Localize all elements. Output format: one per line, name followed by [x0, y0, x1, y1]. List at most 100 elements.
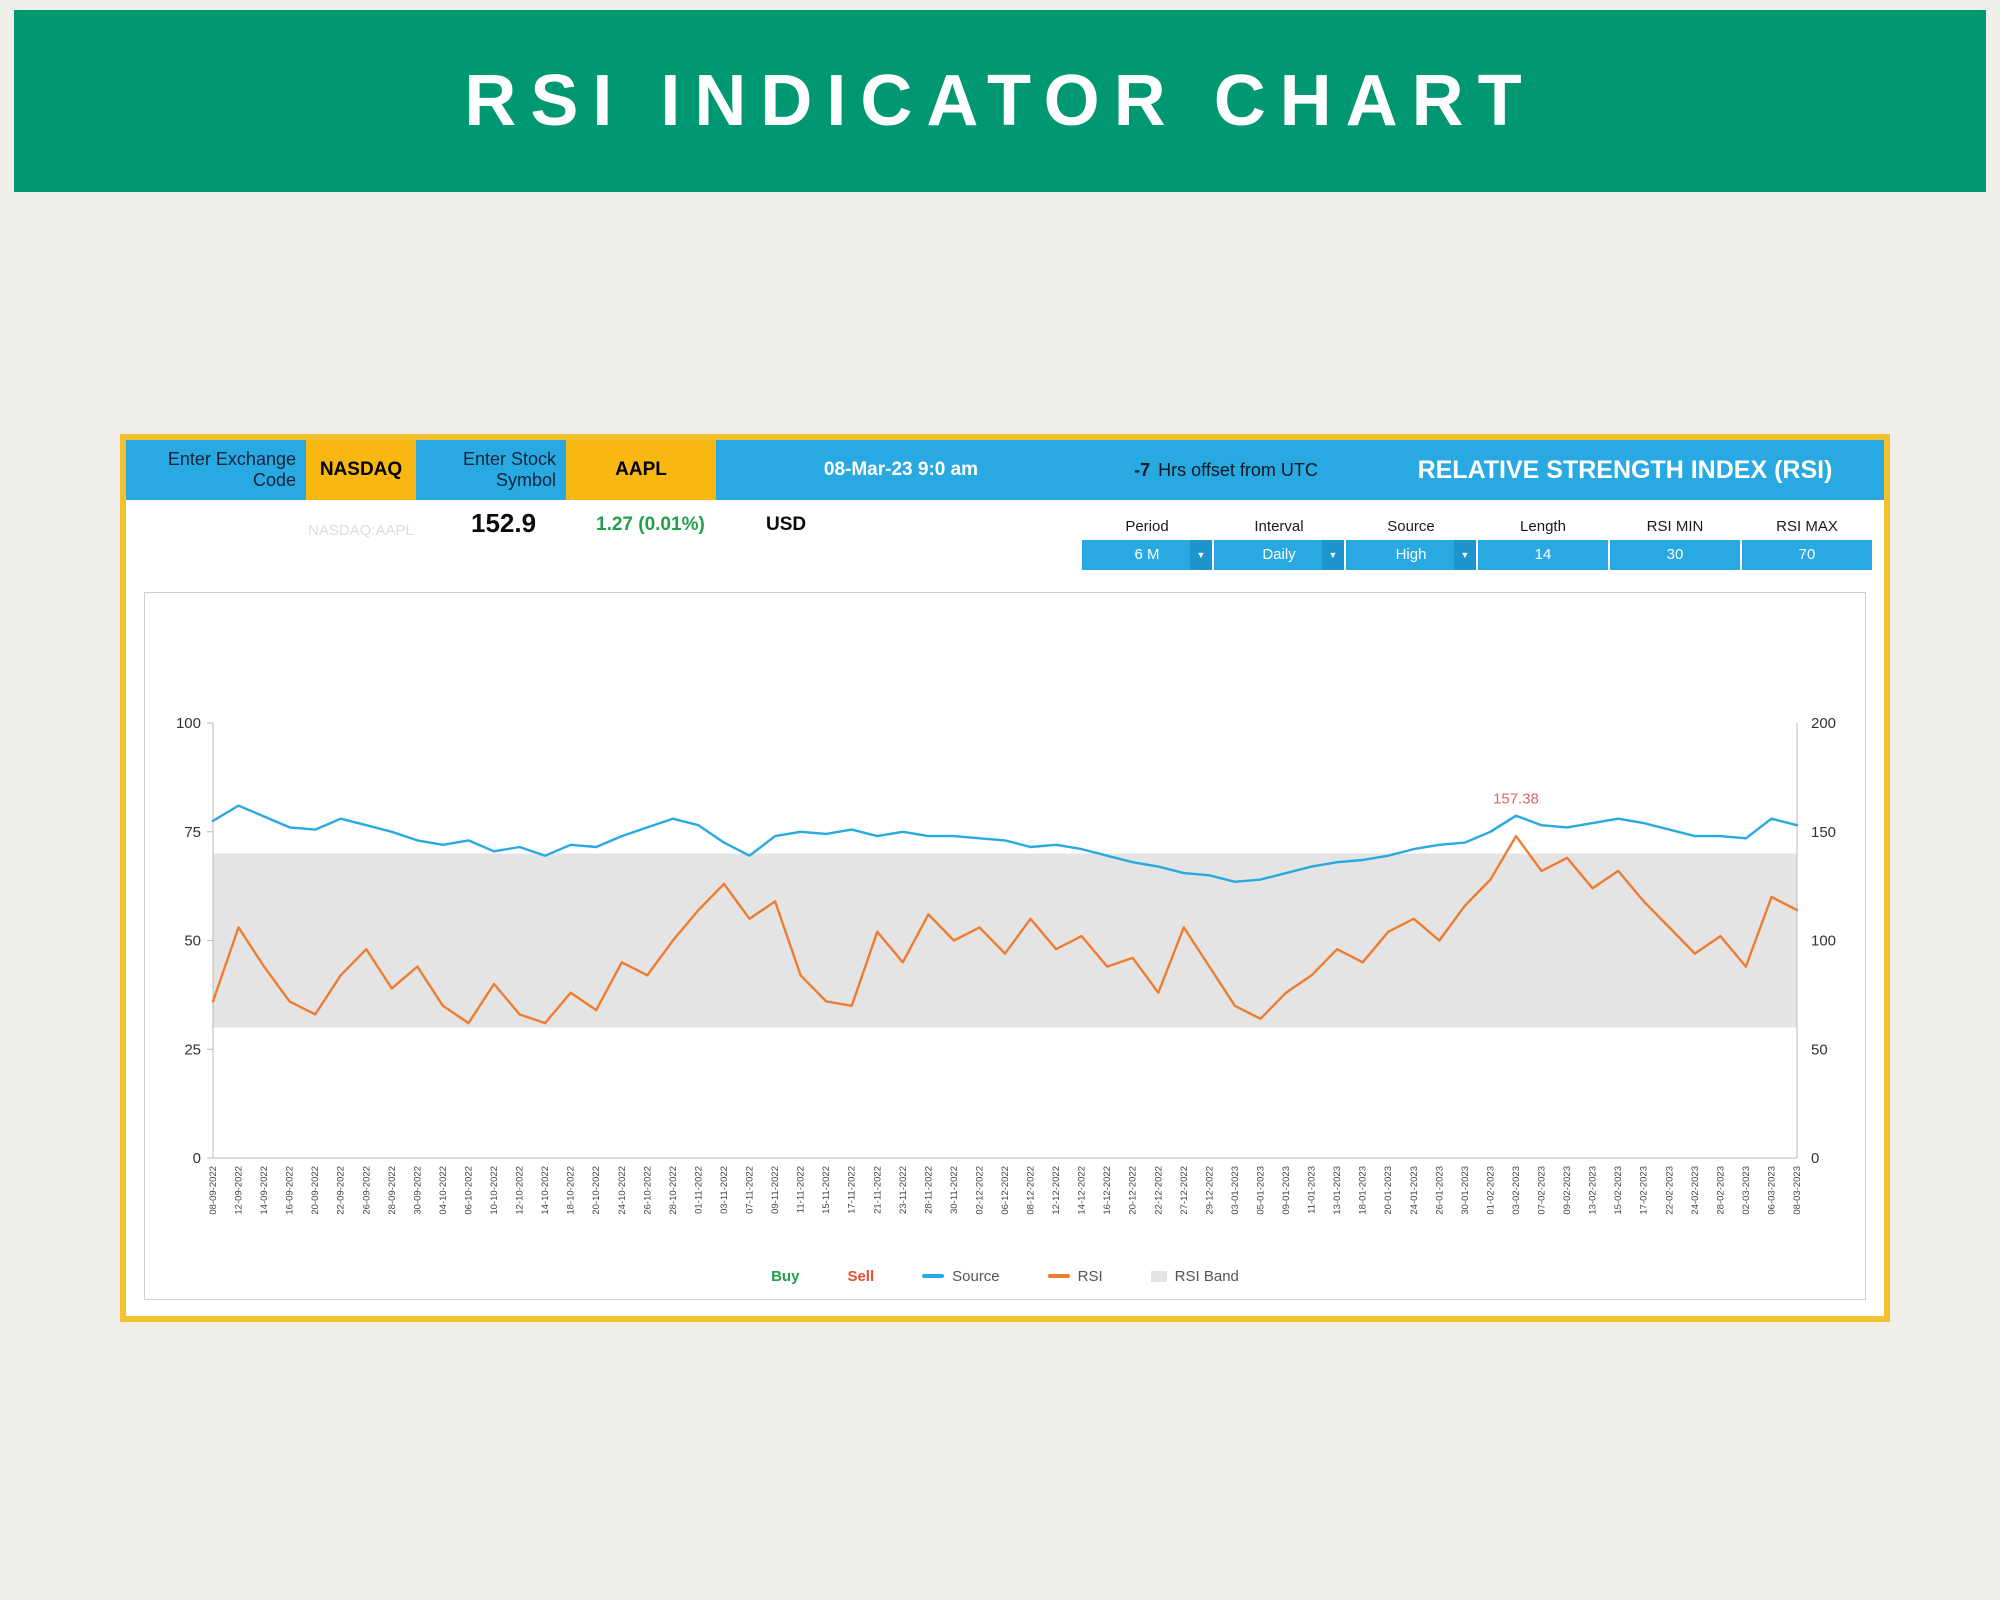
chart-controls: Period 6 M ▼ Interval Daily ▼ Source High ▼…	[1080, 514, 1872, 570]
source-line-swatch	[922, 1274, 945, 1278]
svg-text:14-09-2022: 14-09-2022	[259, 1166, 270, 1215]
svg-text:01-02-2023: 01-02-2023	[1485, 1166, 1496, 1215]
stock-symbol-label: Enter Stock Symbol	[416, 440, 566, 500]
svg-text:0: 0	[193, 1150, 201, 1167]
svg-text:150: 150	[1811, 824, 1836, 841]
legend-source: Source	[922, 1268, 1000, 1285]
svg-text:22-09-2022: 22-09-2022	[336, 1166, 347, 1215]
svg-text:30-11-2022: 30-11-2022	[949, 1166, 960, 1214]
legend-source-label: Source	[952, 1267, 1000, 1285]
svg-text:23-11-2022: 23-11-2022	[898, 1166, 909, 1214]
source-select[interactable]: High ▼	[1346, 540, 1476, 570]
svg-text:30-09-2022: 30-09-2022	[412, 1166, 423, 1215]
svg-text:16-09-2022: 16-09-2022	[285, 1166, 296, 1215]
svg-text:14-12-2022: 14-12-2022	[1077, 1166, 1088, 1215]
svg-text:06-10-2022: 06-10-2022	[463, 1166, 474, 1215]
svg-text:15-11-2022: 15-11-2022	[821, 1166, 832, 1214]
svg-text:20-09-2022: 20-09-2022	[310, 1166, 321, 1215]
rsi-min-label: RSI MIN	[1646, 518, 1704, 535]
svg-text:29-12-2022: 29-12-2022	[1204, 1166, 1215, 1215]
quote-and-controls-row: NASDAQ:AAPL 152.9 1.27 (0.01%) USD Perio…	[126, 500, 1884, 592]
svg-text:50: 50	[1811, 1041, 1828, 1058]
svg-text:100: 100	[176, 715, 201, 732]
period-select[interactable]: 6 M ▼	[1082, 540, 1212, 570]
svg-text:11-11-2022: 11-11-2022	[796, 1166, 807, 1213]
interval-label: Interval	[1254, 518, 1304, 535]
svg-text:100: 100	[1811, 933, 1836, 950]
svg-text:13-01-2023: 13-01-2023	[1332, 1166, 1343, 1215]
exchange-code-input[interactable]: NASDAQ	[306, 440, 416, 500]
svg-text:11-01-2023: 11-01-2023	[1307, 1166, 1318, 1214]
legend-rsi-band-label: RSI Band	[1174, 1267, 1239, 1285]
length-label: Length	[1520, 518, 1566, 535]
svg-text:13-02-2023: 13-02-2023	[1588, 1166, 1599, 1215]
rsi-template-panel: Enter Exchange Code NASDAQ Enter Stock S…	[120, 434, 1890, 1322]
svg-text:200: 200	[1811, 715, 1836, 732]
source-label: Source	[1387, 518, 1435, 535]
page-title: RSI INDICATOR CHART	[464, 61, 1536, 141]
indicator-title: RELATIVE STRENGTH INDEX (RSI)	[1366, 440, 1884, 500]
svg-text:50: 50	[184, 933, 201, 950]
svg-text:17-11-2022: 17-11-2022	[847, 1166, 858, 1214]
svg-text:15-02-2023: 15-02-2023	[1613, 1166, 1624, 1215]
legend-sell: Sell	[847, 1267, 875, 1285]
svg-text:05-01-2023: 05-01-2023	[1255, 1166, 1266, 1215]
svg-text:08-03-2023: 08-03-2023	[1792, 1166, 1803, 1215]
svg-text:02-03-2023: 02-03-2023	[1741, 1166, 1752, 1215]
legend-rsi: RSI	[1047, 1268, 1103, 1285]
svg-text:20-10-2022: 20-10-2022	[591, 1166, 602, 1215]
rsi-min-control: RSI MIN 30	[1610, 514, 1740, 570]
svg-text:0: 0	[1811, 1150, 1819, 1167]
svg-text:75: 75	[184, 824, 201, 841]
rsi-band-swatch	[1150, 1270, 1167, 1282]
rsi-chart-svg: 0 25 50 75 100 0 50 100 150 200 08-09-2022 12-09-20…	[176, 715, 1836, 1215]
svg-text:24-01-2023: 24-01-2023	[1409, 1166, 1420, 1215]
interval-select[interactable]: Daily ▼	[1214, 540, 1344, 570]
period-control: Period 6 M ▼	[1082, 514, 1212, 570]
utc-offset-value[interactable]: -7	[1134, 459, 1151, 480]
svg-text:28-02-2023: 28-02-2023	[1715, 1166, 1726, 1215]
svg-text:03-01-2023: 03-01-2023	[1230, 1166, 1241, 1215]
svg-text:03-11-2022: 03-11-2022	[719, 1166, 730, 1214]
rsi-max-input[interactable]: 70	[1742, 540, 1872, 570]
rsi-line-swatch	[1047, 1274, 1070, 1278]
datetime-display: 08-Mar-23 9:0 am	[716, 440, 1086, 500]
chevron-down-icon[interactable]: ▼	[1454, 540, 1476, 570]
svg-text:03-02-2023: 03-02-2023	[1511, 1166, 1522, 1215]
svg-text:28-09-2022: 28-09-2022	[387, 1166, 398, 1215]
svg-text:21-11-2022: 21-11-2022	[872, 1166, 883, 1214]
chart-area: 0 25 50 75 100 0 50 100 150 200 08-09-2022 12-09-20…	[144, 592, 1866, 1300]
svg-text:22-12-2022: 22-12-2022	[1153, 1166, 1164, 1215]
period-label: Period	[1125, 518, 1169, 535]
chevron-down-icon[interactable]: ▼	[1190, 540, 1212, 570]
svg-text:25: 25	[184, 1041, 201, 1058]
chevron-down-icon[interactable]: ▼	[1322, 540, 1344, 570]
utc-offset-label: Hrs offset from UTC	[1158, 459, 1318, 480]
legend-rsi-band: RSI Band	[1150, 1267, 1239, 1285]
svg-text:01-11-2022: 01-11-2022	[693, 1166, 704, 1214]
length-input[interactable]: 14	[1478, 540, 1608, 570]
header-row: Enter Exchange Code NASDAQ Enter Stock S…	[126, 440, 1884, 500]
stock-symbol-input[interactable]: AAPL	[566, 440, 716, 500]
current-price: 152.9	[471, 508, 537, 538]
currency-label: USD	[766, 514, 807, 535]
exchange-code-label: Enter Exchange Code	[126, 440, 306, 500]
svg-text:12-12-2022: 12-12-2022	[1051, 1166, 1062, 1215]
price-change: 1.27 (0.01%)	[596, 514, 705, 535]
svg-text:04-10-2022: 04-10-2022	[438, 1166, 449, 1215]
svg-text:09-01-2023: 09-01-2023	[1281, 1166, 1292, 1215]
svg-text:08-09-2022: 08-09-2022	[208, 1166, 219, 1215]
svg-text:12-10-2022: 12-10-2022	[515, 1166, 526, 1215]
svg-text:08-12-2022: 08-12-2022	[1026, 1166, 1037, 1215]
rsi-max-control: RSI MAX 70	[1742, 514, 1872, 570]
svg-text:12-09-2022: 12-09-2022	[234, 1166, 245, 1215]
svg-text:16-12-2022: 16-12-2022	[1102, 1166, 1113, 1215]
rsi-min-input[interactable]: 30	[1610, 540, 1740, 570]
ticker-watermark: NASDAQ:AAPL	[308, 522, 414, 539]
utc-offset: -7 Hrs offset from UTC	[1086, 440, 1366, 500]
svg-text:07-11-2022: 07-11-2022	[745, 1166, 756, 1214]
svg-text:27-12-2022: 27-12-2022	[1179, 1166, 1190, 1215]
svg-text:09-02-2023: 09-02-2023	[1562, 1166, 1573, 1215]
svg-text:10-10-2022: 10-10-2022	[489, 1166, 500, 1215]
svg-text:09-11-2022: 09-11-2022	[770, 1166, 781, 1214]
